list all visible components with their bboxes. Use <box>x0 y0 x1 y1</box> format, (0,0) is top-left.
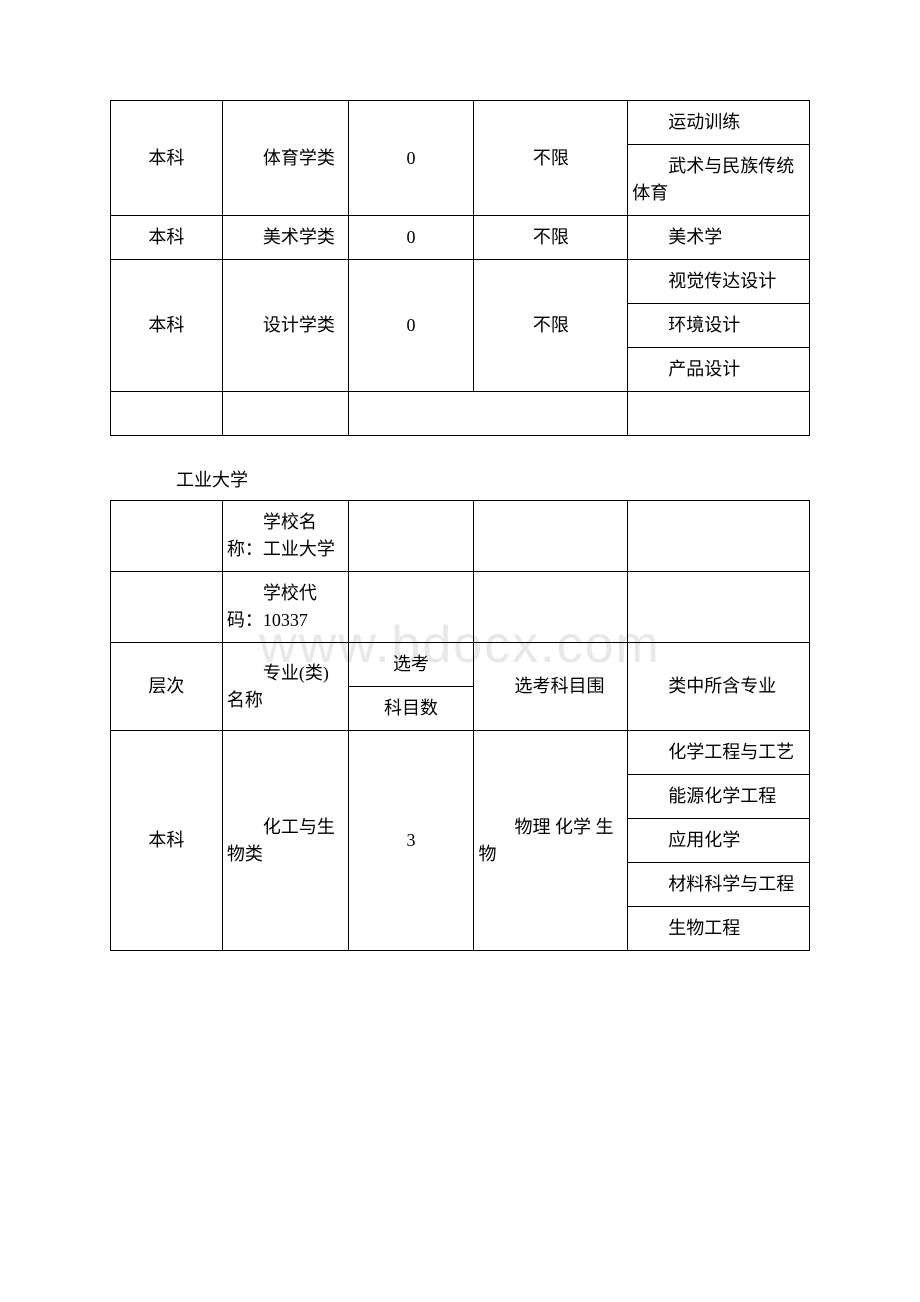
table-row: 学校名称：工业大学 <box>111 501 810 572</box>
table-row: 本科 美术学类 0 不限 美术学 <box>111 216 810 260</box>
cell-empty <box>474 572 628 643</box>
cell-empty <box>348 572 474 643</box>
header-scope: 选考科目围 <box>474 643 628 731</box>
table-header-row: 层次 专业(类)名称 选考 选考科目围 类中所含专业 <box>111 643 810 687</box>
header-major: 类中所含专业 <box>628 643 810 731</box>
cell-empty <box>628 392 810 436</box>
header-count-2: 科目数 <box>348 687 474 731</box>
cell-scope: 不限 <box>474 260 628 392</box>
cell-school-code: 学校代码：10337 <box>222 572 348 643</box>
cell-major: 美术学 <box>628 216 810 260</box>
cell-major: 运动训练 <box>628 101 810 145</box>
cell-major: 环境设计 <box>628 304 810 348</box>
cell-count: 3 <box>348 731 474 951</box>
cell-empty <box>111 501 223 572</box>
cell-level: 本科 <box>111 731 223 951</box>
cell-category: 设计学类 <box>222 260 348 392</box>
cell-major: 武术与民族传统体育 <box>628 145 810 216</box>
cell-scope: 不限 <box>474 216 628 260</box>
cell-category: 化工与生物类 <box>222 731 348 951</box>
table-1: 本科 体育学类 0 不限 运动训练 武术与民族传统体育 本科 美术学类 0 不限… <box>110 100 810 436</box>
table-row: 本科 体育学类 0 不限 运动训练 <box>111 101 810 145</box>
cell-level: 本科 <box>111 216 223 260</box>
cell-empty <box>348 501 474 572</box>
cell-major: 能源化学工程 <box>628 775 810 819</box>
header-category: 专业(类)名称 <box>222 643 348 731</box>
header-level: 层次 <box>111 643 223 731</box>
cell-major: 视觉传达设计 <box>628 260 810 304</box>
cell-major: 产品设计 <box>628 348 810 392</box>
table-row-empty <box>111 392 810 436</box>
cell-level: 本科 <box>111 260 223 392</box>
cell-scope: 物理 化学 生物 <box>474 731 628 951</box>
section-title: 工业大学 <box>140 466 810 492</box>
cell-major: 材料科学与工程 <box>628 863 810 907</box>
cell-empty <box>222 392 348 436</box>
cell-empty <box>628 501 810 572</box>
cell-level: 本科 <box>111 101 223 216</box>
cell-category: 美术学类 <box>222 216 348 260</box>
cell-empty <box>111 572 223 643</box>
cell-major: 化学工程与工艺 <box>628 731 810 775</box>
cell-count: 0 <box>348 216 474 260</box>
cell-major: 应用化学 <box>628 819 810 863</box>
cell-empty <box>474 501 628 572</box>
header-count-1: 选考 <box>348 643 474 687</box>
cell-major: 生物工程 <box>628 907 810 951</box>
table-row: 本科 化工与生物类 3 物理 化学 生物 化学工程与工艺 <box>111 731 810 775</box>
cell-school-name: 学校名称：工业大学 <box>222 501 348 572</box>
cell-count: 0 <box>348 260 474 392</box>
table-row: 本科 设计学类 0 不限 视觉传达设计 <box>111 260 810 304</box>
cell-category: 体育学类 <box>222 101 348 216</box>
cell-empty <box>628 572 810 643</box>
cell-count: 0 <box>348 101 474 216</box>
cell-empty <box>348 392 628 436</box>
cell-scope: 不限 <box>474 101 628 216</box>
table-row: 学校代码：10337 <box>111 572 810 643</box>
table-2: 学校名称：工业大学 学校代码：10337 层次 专业(类)名称 选考 选考科目围… <box>110 500 810 951</box>
cell-empty <box>111 392 223 436</box>
